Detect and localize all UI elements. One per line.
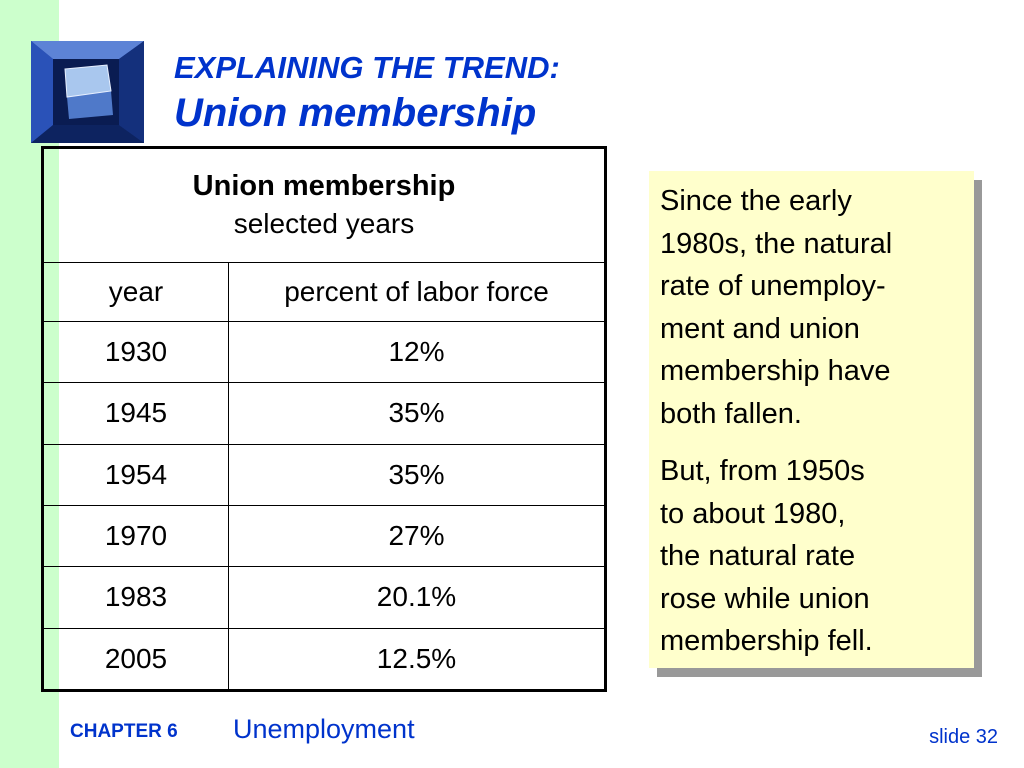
cell-percent: 20.1% xyxy=(228,566,606,629)
table-caption-subtitle: selected years xyxy=(233,207,415,239)
footer-slide-number: slide 32 xyxy=(929,726,998,748)
cell-year: 1954 xyxy=(42,443,229,506)
table-caption: Union membership selected years xyxy=(42,147,606,263)
table-row: 1945 35% xyxy=(42,382,606,445)
note-line: Since the early xyxy=(660,185,852,217)
window-shaft-icon xyxy=(29,39,146,145)
column-header-percent: percent of labor force xyxy=(228,261,606,322)
cell-percent: 12.5% xyxy=(228,627,606,692)
note-box: Since the early 1980s, the natural rate … xyxy=(649,171,974,668)
cell-year: 1930 xyxy=(42,320,229,384)
cell-percent: 35% xyxy=(228,443,606,506)
note-line: both fallen. xyxy=(660,397,802,430)
note-line: to about 1980, xyxy=(660,497,846,530)
table-row: 1983 20.1% xyxy=(42,566,606,629)
column-header-year: year xyxy=(42,261,229,322)
cell-percent: 35% xyxy=(228,382,606,445)
table-row: 1954 35% xyxy=(42,443,606,506)
note-paragraph-2: But, from 1950s to about 1980, the natur… xyxy=(660,450,966,663)
cell-year: 1945 xyxy=(42,382,229,445)
table-row: 1930 12% xyxy=(42,320,606,384)
note-line: the natural rate xyxy=(660,540,856,572)
slide-title-line1: EXPLAINING THE TREND: xyxy=(174,50,560,85)
table-header-row: year percent of labor force xyxy=(42,261,606,322)
cell-percent: 27% xyxy=(228,504,606,568)
cell-year: 1983 xyxy=(42,566,229,629)
note-line: membership fell. xyxy=(660,625,873,657)
cell-year: 1970 xyxy=(42,504,229,568)
cell-percent: 12% xyxy=(228,320,606,384)
note-line: ment and union xyxy=(660,312,860,345)
table-row: 1970 27% xyxy=(42,504,606,568)
union-membership-table: Union membership selected years year per… xyxy=(41,146,607,692)
note-paragraph-1: Since the early 1980s, the natural rate … xyxy=(660,180,966,435)
table-caption-row: Union membership selected years xyxy=(42,147,606,263)
footer-chapter: CHAPTER 6 xyxy=(70,721,178,742)
note-line: But, from 1950s xyxy=(660,455,865,487)
note-line: rate of unemploy- xyxy=(660,270,886,302)
note-line: 1980s, the natural xyxy=(660,227,893,260)
footer-topic: Unemployment xyxy=(233,714,415,744)
note-line: membership have xyxy=(660,355,891,387)
note-line: rose while union xyxy=(660,582,870,615)
table-caption-title: Union membership xyxy=(192,170,456,203)
slide-title-line2: Union membership xyxy=(174,91,537,135)
table-row: 2005 12.5% xyxy=(42,627,606,692)
cell-year: 2005 xyxy=(42,627,229,692)
